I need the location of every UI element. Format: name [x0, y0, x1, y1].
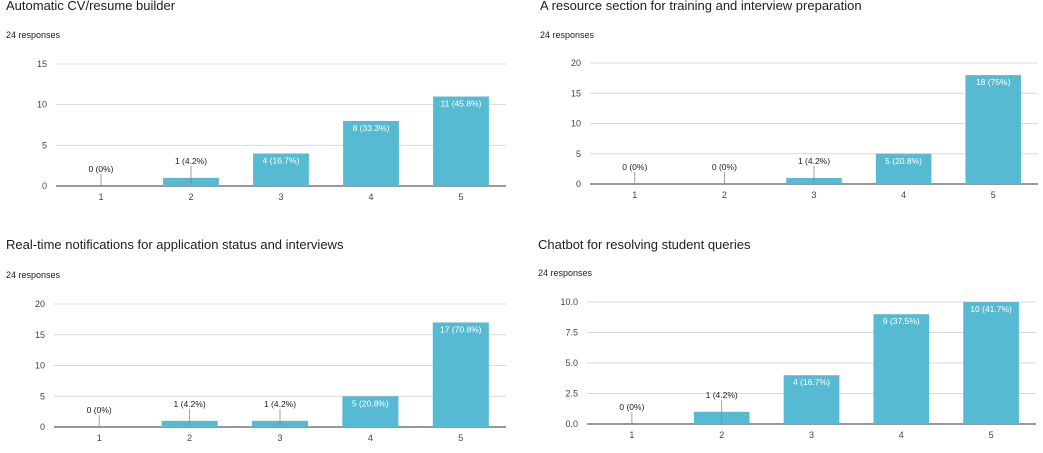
data-label: 1 (4.2%) — [706, 390, 738, 400]
bar — [783, 375, 840, 424]
x-tick-label: 1 — [629, 430, 634, 440]
data-label: 1 (4.2%) — [174, 399, 206, 409]
y-tick-label: 2.5 — [565, 389, 578, 399]
data-label: 9 (37.5%) — [883, 316, 920, 326]
bar — [875, 153, 932, 184]
y-tick-label: 10 — [35, 361, 45, 371]
x-tick-label: 2 — [188, 192, 193, 202]
bar — [343, 120, 399, 186]
bar-chart: 0 5 10 15 20 1 0 (0%) 2 1 (4.2%) 3 1 (4.2%) 4 5 (20.… — [35, 299, 506, 443]
bar — [963, 302, 1019, 424]
y-tick-label: 0 — [576, 179, 581, 189]
bar — [433, 96, 489, 186]
x-tick-label: 5 — [989, 430, 994, 440]
data-label: 4 (16.7%) — [263, 155, 300, 165]
data-label: 0 (0%) — [619, 402, 644, 412]
data-label: 0 (0%) — [88, 164, 113, 174]
data-label: 17 (70.8%) — [440, 324, 482, 334]
y-tick-label: 5 — [42, 140, 47, 150]
bar — [873, 314, 930, 424]
chart-title: Automatic CV/resume builder — [6, 0, 176, 13]
x-tick-label: 2 — [719, 430, 724, 440]
chart-title: A resource section for training and inte… — [540, 0, 862, 13]
chart-title: Chatbot for resolving student queries — [538, 237, 751, 252]
response-count: 24 responses — [6, 30, 61, 40]
y-tick-label: 7.5 — [565, 328, 578, 338]
data-label: 5 (20.8%) — [352, 398, 389, 408]
y-tick-label: 5 — [40, 391, 45, 401]
x-tick-label: 5 — [458, 192, 463, 202]
bar — [432, 322, 489, 427]
data-label: 18 (75%) — [976, 77, 1011, 87]
y-tick-label: 5 — [576, 149, 581, 159]
data-label: 4 (16.7%) — [793, 377, 830, 387]
data-label: 1 (4.2%) — [175, 156, 207, 166]
x-tick-label: 4 — [899, 430, 904, 440]
y-tick-label: 5.0 — [565, 358, 578, 368]
data-label: 11 (45.8%) — [441, 99, 482, 109]
y-tick-label: 15 — [35, 330, 45, 340]
response-count: 24 responses — [6, 270, 61, 280]
data-label: 0 (0%) — [622, 162, 647, 172]
x-tick-label: 5 — [991, 190, 996, 200]
x-tick-label: 3 — [811, 190, 816, 200]
y-tick-label: 20 — [571, 58, 581, 68]
x-tick-label: 5 — [458, 433, 463, 443]
x-tick-label: 2 — [722, 190, 727, 200]
response-count: 24 responses — [538, 268, 593, 278]
x-tick-label: 1 — [632, 190, 637, 200]
data-label: 5 (20.8%) — [885, 156, 922, 166]
x-tick-label: 4 — [368, 192, 373, 202]
data-label: 1 (4.2%) — [798, 156, 830, 166]
response-count: 24 responses — [540, 30, 595, 40]
y-tick-label: 10 — [37, 100, 47, 110]
chart-title: Real-time notifications for application … — [6, 237, 344, 252]
data-label: 0 (0%) — [712, 162, 737, 172]
x-tick-label: 3 — [277, 433, 282, 443]
data-label: 8 (33.3%) — [353, 123, 390, 133]
x-tick-label: 4 — [368, 433, 373, 443]
bar — [253, 153, 309, 186]
data-label: 0 (0%) — [87, 405, 112, 415]
x-tick-label: 3 — [809, 430, 814, 440]
x-tick-label: 2 — [187, 433, 192, 443]
x-tick-label: 1 — [98, 192, 103, 202]
data-label: 1 (4.2%) — [264, 399, 296, 409]
y-tick-label: 0 — [42, 181, 47, 191]
y-tick-label: 15 — [37, 59, 47, 69]
x-tick-label: 3 — [278, 192, 283, 202]
y-tick-label: 15 — [571, 88, 581, 98]
x-tick-label: 1 — [97, 433, 102, 443]
bar-chart: 0 5 10 15 1 0 (0%) 2 1 (4.2%) 3 4 (16.7%) 4 8 (33.3… — [37, 59, 506, 202]
y-tick-label: 20 — [35, 299, 45, 309]
y-tick-label: 10 — [571, 119, 581, 129]
bar-chart: 0 5 10 15 20 1 0 (0%) 2 0 (0%) 3 1 (4.2%) 4 5 (20.8%… — [571, 58, 1038, 200]
bar — [965, 75, 1021, 184]
bar — [342, 396, 399, 427]
y-tick-label: 0 — [40, 422, 45, 432]
data-label: 10 (41.7%) — [970, 304, 1012, 314]
y-tick-label: 10.0 — [560, 297, 578, 307]
x-tick-label: 4 — [901, 190, 906, 200]
y-tick-label: 0.0 — [565, 419, 578, 429]
